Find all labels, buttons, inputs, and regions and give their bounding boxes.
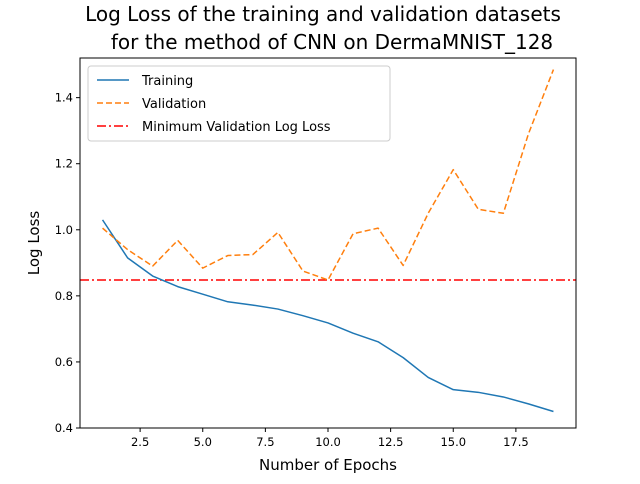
x-axis-label: Number of Epochs [259, 456, 397, 474]
x-tick-label: 7.5 [256, 435, 274, 449]
legend-label: Validation [142, 97, 206, 112]
legend-label: Minimum Validation Log Loss [142, 120, 331, 135]
x-tick-label: 12.5 [378, 435, 404, 449]
legend-box [87, 65, 391, 142]
series-layer [80, 69, 576, 413]
x-tick-label: 5.0 [194, 435, 212, 449]
legend-label: Training [141, 74, 193, 89]
y-tick-label: 1.2 [55, 157, 73, 171]
x-axis-ticks: 2.5 5.0 7.5 10.0 12.5 15.0 17.5 [131, 428, 529, 449]
y-axis-ticks: 0.4 0.6 0.8 1.0 1.2 1.4 [55, 91, 80, 435]
chart-title-line2: for the method of CNN on DermaMNIST_128 [111, 30, 553, 54]
x-tick-label: 17.5 [503, 435, 529, 449]
y-tick-label: 0.4 [55, 421, 73, 435]
x-tick-label: 10.0 [315, 435, 341, 449]
y-axis-label: Log Loss [25, 211, 43, 276]
y-tick-label: 0.6 [55, 355, 73, 369]
x-tick-label: 15.0 [440, 435, 466, 449]
legend: Training Validation Minimum Validation Log… [87, 65, 391, 142]
y-tick-label: 1.0 [55, 223, 73, 237]
x-tick-label: 2.5 [131, 435, 149, 449]
y-tick-label: 0.8 [55, 289, 73, 303]
y-tick-label: 1.4 [55, 91, 73, 105]
chart-title-line1: Log Loss of the training and validation … [85, 2, 561, 26]
series-line-training [101, 219, 554, 413]
